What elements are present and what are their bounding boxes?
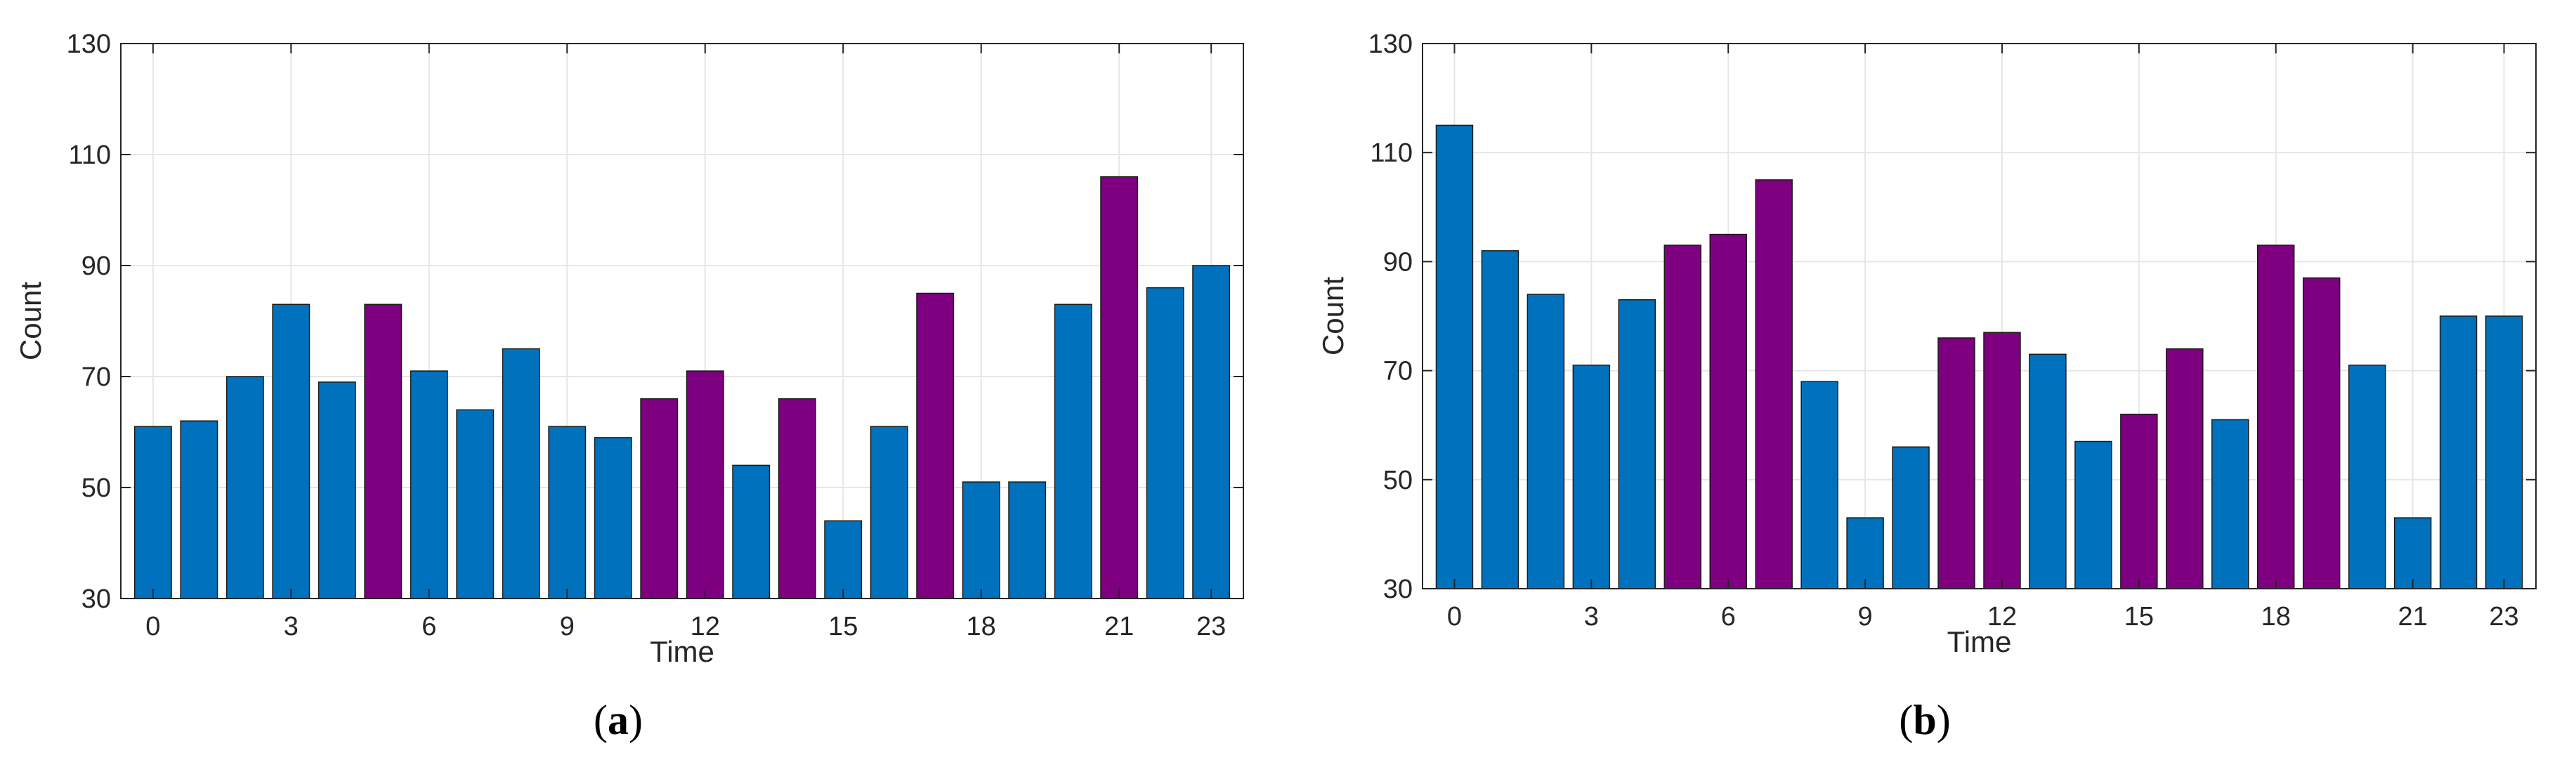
bar-7: [1755, 179, 1793, 589]
bar-14: [778, 398, 816, 599]
bar-5: [1663, 244, 1701, 589]
x-tick-label: 15: [2124, 602, 2154, 632]
bar-6: [410, 370, 448, 599]
y-tick-label: 90: [81, 251, 111, 281]
caption-a: (a): [594, 697, 643, 743]
bar-11: [640, 398, 679, 599]
bar-6: [1709, 233, 1747, 589]
x-tick-label: 0: [145, 612, 160, 641]
y-tick-label: 90: [1383, 247, 1413, 277]
x-axis-label: Time: [1947, 625, 2012, 658]
x-axis-label: Time: [650, 635, 714, 668]
x-tick-label: 23: [2489, 602, 2518, 632]
axes-box-b: [1422, 43, 2537, 589]
bar-4: [318, 381, 356, 599]
bar-23: [2485, 315, 2523, 589]
x-tick-label: 9: [1858, 602, 1873, 632]
bar-15: [2120, 413, 2158, 589]
bar-13: [2029, 353, 2067, 589]
x-tick-label: 3: [1584, 602, 1599, 632]
y-tick-label: 70: [1383, 357, 1413, 386]
bar-9: [1846, 517, 1884, 589]
chart-panel-a: 30 50 70 90 110 130 0 3 6 9 12 15 18 21 23 Time Count: [14, 30, 1244, 668]
bar-5: [364, 303, 403, 599]
bar-22: [1146, 287, 1184, 599]
x-tick-label: 12: [691, 612, 720, 641]
x-tick-label: 23: [1196, 612, 1226, 641]
bar-17: [916, 292, 955, 599]
x-tick-label: 18: [2261, 602, 2291, 632]
x-tick-label: 21: [1104, 612, 1134, 641]
chart-panel-b: 30 50 70 90 110 130 0 3 6 9 12 15 18 21 23 Time Count: [1316, 30, 2537, 658]
bar-18: [962, 481, 1000, 599]
y-tick-label: 30: [81, 584, 111, 614]
bar-20: [1054, 303, 1092, 599]
bar-21: [1100, 176, 1139, 599]
bar-7: [456, 409, 495, 599]
bar-12: [1983, 332, 2021, 589]
bar-16: [2166, 348, 2204, 589]
y-tick-label: 130: [1368, 30, 1413, 59]
bar-18: [2257, 244, 2295, 589]
y-tick-label: 50: [81, 473, 111, 503]
y-tick-label: 50: [1383, 466, 1413, 495]
bar-10: [594, 437, 632, 599]
bar-14: [2074, 440, 2112, 589]
bar-3: [272, 303, 310, 599]
x-tick-label: 15: [828, 612, 858, 641]
bar-22: [2439, 315, 2478, 589]
x-tick-label: 6: [421, 612, 436, 641]
y-tick-label: 130: [67, 30, 111, 59]
y-tick-label: 70: [81, 362, 111, 392]
bar-10: [1892, 446, 1930, 589]
x-tick-label: 6: [1721, 602, 1736, 632]
bar-16: [870, 426, 908, 599]
bar-17: [2211, 419, 2249, 589]
caption-b: (b): [1899, 697, 1950, 743]
bar-9: [548, 426, 587, 599]
bar-2: [225, 376, 264, 599]
bar-23: [1192, 265, 1231, 599]
bar-0: [133, 426, 172, 599]
bar-20: [2348, 365, 2386, 589]
x-tick-label: 3: [284, 612, 299, 641]
bar-15: [824, 520, 863, 599]
y-axis-label: Count: [14, 282, 47, 360]
bar-11: [1937, 337, 1975, 589]
bar-8: [1800, 381, 1838, 589]
x-tick-label: 18: [967, 612, 996, 641]
bar-0: [1435, 124, 1474, 589]
bar-4: [1618, 299, 1656, 589]
bar-21: [2393, 517, 2432, 589]
bar-3: [1572, 365, 1611, 589]
x-tick-label: 21: [2398, 602, 2427, 632]
x-tick-label: 9: [560, 612, 575, 641]
x-tick-label: 12: [1987, 602, 2017, 632]
y-tick-label: 110: [1370, 138, 1413, 168]
bar-19: [2302, 277, 2341, 589]
bar-2: [1526, 294, 1565, 589]
bar-1: [180, 420, 218, 599]
y-axis-label: Count: [1316, 277, 1349, 355]
y-tick-label: 30: [1383, 575, 1413, 604]
bar-8: [502, 348, 540, 599]
bar-19: [1008, 481, 1047, 599]
bar-12: [686, 370, 724, 599]
x-tick-label: 0: [1447, 602, 1462, 632]
bar-1: [1481, 250, 1519, 589]
y-tick-label: 110: [68, 140, 111, 170]
bar-13: [732, 464, 771, 599]
axes-box-a: [120, 43, 1244, 599]
